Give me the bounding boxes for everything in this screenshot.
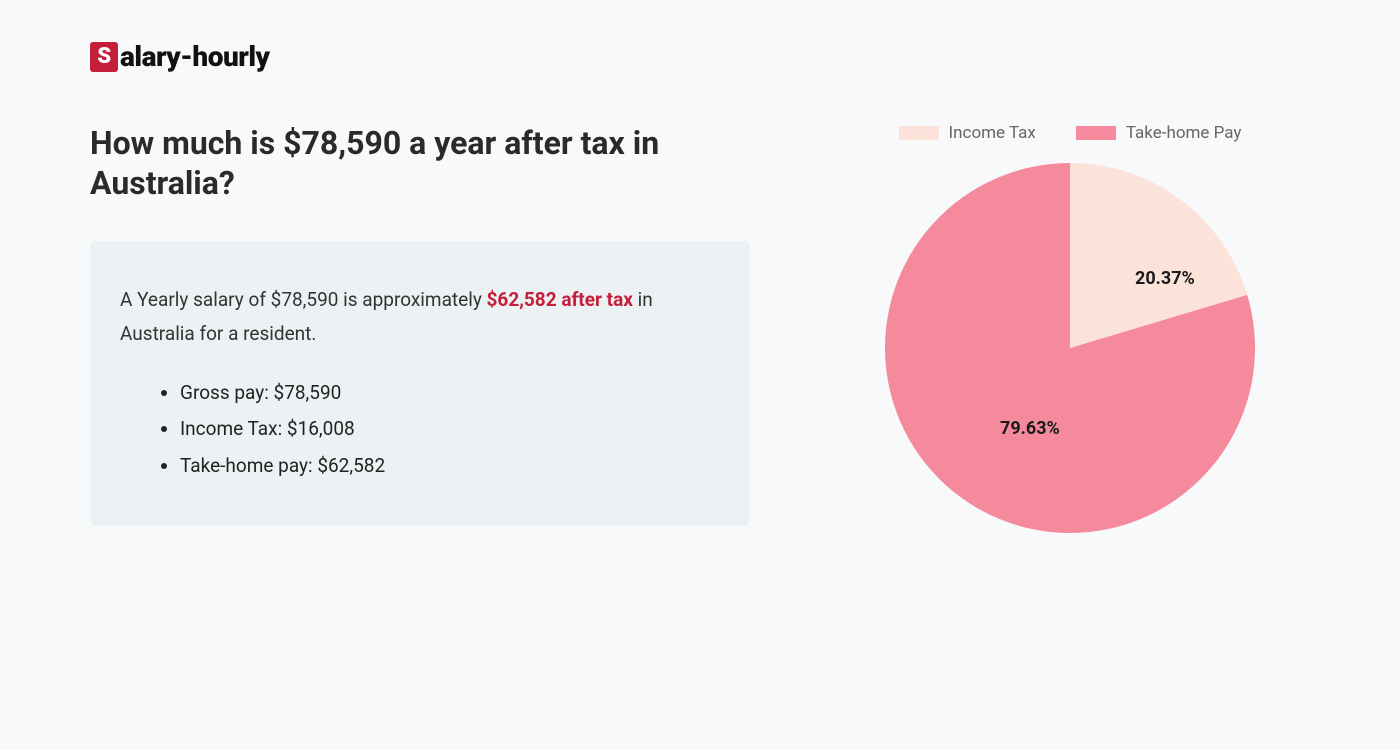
list-item: Income Tax: $16,008 bbox=[180, 411, 720, 447]
pie-svg bbox=[885, 163, 1255, 533]
list-item: Take-home pay: $62,582 bbox=[180, 448, 720, 484]
legend-item-income-tax: Income Tax bbox=[899, 123, 1036, 143]
legend-item-take-home: Take-home Pay bbox=[1076, 123, 1242, 143]
summary-pre: A Yearly salary of $78,590 is approximat… bbox=[120, 288, 487, 311]
bullet-list: Gross pay: $78,590 Income Tax: $16,008 T… bbox=[120, 375, 720, 483]
summary-text: A Yearly salary of $78,590 is approximat… bbox=[120, 283, 720, 351]
left-column: How much is $78,590 a year after tax in … bbox=[90, 123, 750, 533]
legend-label: Income Tax bbox=[949, 123, 1036, 143]
summary-box: A Yearly salary of $78,590 is approximat… bbox=[90, 241, 750, 526]
logo-badge: S bbox=[90, 42, 118, 72]
site-logo: Salary-hourly bbox=[90, 40, 1310, 73]
slice-label-income-tax: 20.37% bbox=[1135, 268, 1195, 289]
chart-legend: Income Tax Take-home Pay bbox=[899, 123, 1242, 143]
page-root: Salary-hourly How much is $78,590 a year… bbox=[0, 0, 1400, 573]
pie-chart: 20.37% 79.63% bbox=[885, 163, 1255, 533]
content-row: How much is $78,590 a year after tax in … bbox=[90, 123, 1310, 533]
summary-highlight: $62,582 after tax bbox=[487, 288, 633, 311]
right-column: Income Tax Take-home Pay 20.37% 79.63% bbox=[830, 123, 1310, 533]
slice-label-take-home: 79.63% bbox=[1000, 418, 1060, 439]
list-item: Gross pay: $78,590 bbox=[180, 375, 720, 411]
legend-swatch bbox=[899, 126, 939, 140]
legend-label: Take-home Pay bbox=[1126, 123, 1242, 143]
legend-swatch bbox=[1076, 126, 1116, 140]
logo-text: alary-hourly bbox=[120, 40, 270, 73]
page-heading: How much is $78,590 a year after tax in … bbox=[90, 123, 750, 203]
